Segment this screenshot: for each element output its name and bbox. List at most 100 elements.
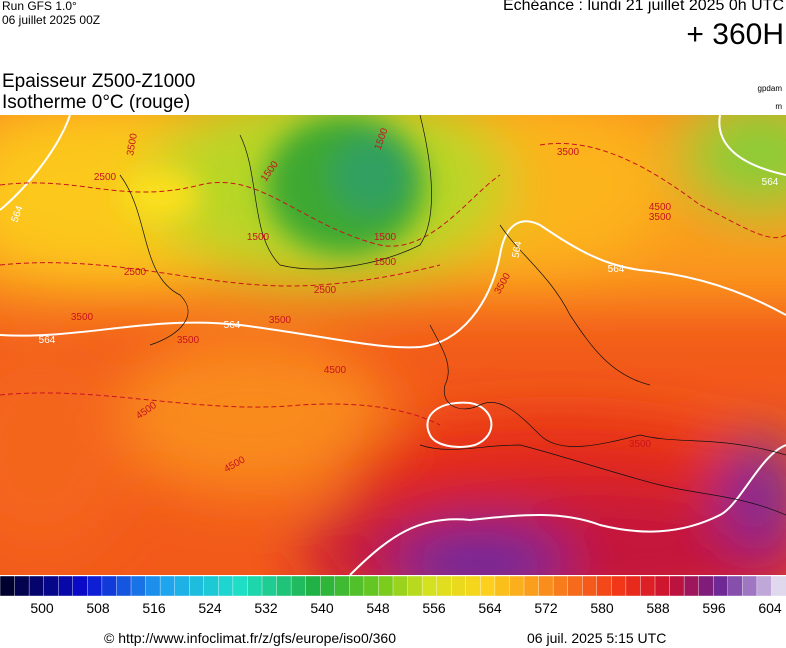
colorbar-swatch (116, 576, 132, 597)
colorbar-swatch (87, 576, 103, 597)
colorbar-swatch (276, 576, 292, 597)
colorbar-swatch (203, 576, 220, 597)
colorbar-swatch (14, 576, 30, 597)
colorbar-swatch (174, 576, 190, 597)
colorbar-label: 508 (86, 600, 110, 616)
colorbar-swatch (523, 576, 540, 597)
coastlines (119, 115, 786, 516)
colorbar-swatch (611, 576, 627, 597)
isopleth-564 (0, 115, 786, 575)
colorbar-swatch (596, 576, 613, 597)
colorbar-label: 604 (758, 600, 782, 616)
colorbar-label: 524 (198, 600, 222, 616)
run-date: 06 juillet 2025 00Z (2, 13, 101, 27)
colorbar-swatch (0, 576, 16, 597)
colorbar-swatch (421, 576, 438, 597)
colorbar-label: 516 (142, 600, 166, 616)
colorbar-swatch (552, 576, 569, 597)
colorbar-swatch (407, 576, 423, 597)
echeance: Echéance : lundi 21 juillet 2025 0h UTC (502, 0, 784, 14)
lead-time: + 360H (686, 18, 784, 51)
colorbar-label: 556 (422, 600, 446, 616)
colorbar-swatch (363, 576, 380, 597)
colorbar-label: 580 (590, 600, 614, 616)
colorbar: 500 508 516 524 532 540 548 556 564 572 580 588 596 6… (0, 576, 786, 616)
colorbar-swatch (290, 576, 307, 597)
colorbar-swatch (261, 576, 278, 597)
footer-url: © http://www.infoclimat.fr/z/gfs/europe/… (104, 630, 397, 646)
colorbar-label: 540 (310, 600, 334, 616)
colorbar-label: 596 (702, 600, 726, 616)
colorbar-swatch (640, 576, 656, 597)
colorbar-swatch (625, 576, 642, 597)
colorbar-swatch (43, 576, 59, 597)
unit-label: gpdam (757, 84, 782, 93)
colorbar-label: 548 (366, 600, 390, 616)
colorbar-swatch (509, 576, 525, 597)
colorbar-swatch (698, 576, 714, 597)
contour-label: 1500 (247, 232, 270, 243)
colorbar-swatch (218, 576, 234, 597)
colorbar-swatch (582, 576, 598, 597)
contour-label: 564 (511, 240, 525, 259)
colorbar-swatch (451, 576, 467, 597)
contour-label: 3500 (629, 439, 652, 450)
colorbar-label: 572 (534, 600, 558, 616)
colorbar-swatch (130, 576, 147, 597)
colorbar-swatch (654, 576, 671, 597)
colorbar-swatch (28, 576, 45, 597)
contour-label: 564 (608, 264, 625, 275)
colorbar-swatch (538, 576, 554, 597)
colorbar-swatch (567, 576, 583, 597)
colorbar-swatch (101, 576, 118, 597)
colorbar-swatch (436, 576, 452, 597)
colorbar-label: 588 (646, 600, 670, 616)
colorbar-label: 564 (478, 600, 502, 616)
colorbar-swatch (334, 576, 351, 597)
contour-label: 2500 (314, 285, 337, 296)
colorbar-swatch (349, 576, 365, 597)
colorbar-swatch (305, 576, 321, 597)
contour-label: 3500 (71, 312, 94, 323)
map-subtitle: Isotherme 0°C (rouge) (2, 92, 191, 113)
contour-label: 1500 (374, 257, 397, 268)
contour-label: 564 (39, 335, 56, 346)
colorbar-swatch (683, 576, 700, 597)
colorbar-swatch (669, 576, 685, 597)
colorbar-swatch (756, 576, 773, 597)
unit-label: m (775, 102, 782, 111)
contour-label: 1500 (374, 232, 397, 243)
colorbar-swatch (742, 576, 758, 597)
contour-label: 3500 (269, 315, 292, 326)
colorbar-swatch (145, 576, 161, 597)
colorbar-swatch (480, 576, 496, 597)
run-label: Run GFS 1.0° (2, 0, 77, 13)
colorbar-swatch (320, 576, 336, 597)
colorbar-swatch (378, 576, 394, 597)
thickness-field (0, 115, 786, 575)
isotherm-0c (0, 143, 786, 426)
contour-label: 3500 (649, 212, 672, 223)
contour-label: 564 (762, 177, 779, 188)
contour-label: 564 (224, 320, 241, 331)
colorbar-swatch (247, 576, 263, 597)
colorbar-label: 532 (254, 600, 278, 616)
colorbar-swatch (159, 576, 176, 597)
contour-label: 4500 (324, 365, 347, 376)
map-title: Epaisseur Z500-Z1000 (2, 71, 196, 92)
contour-label: 4500 (649, 202, 672, 213)
contour-label: 3500 (125, 132, 140, 156)
colorbar-swatch (72, 576, 89, 597)
contour-label: 2500 (124, 267, 147, 278)
colorbar-swatch (392, 576, 409, 597)
colorbar-swatch (189, 576, 205, 597)
contour-label: 2500 (94, 172, 117, 183)
colorbar-swatch (465, 576, 482, 597)
colorbar-swatch (494, 576, 511, 597)
colorbar-swatch (58, 576, 74, 597)
contour-label: 3500 (177, 335, 200, 346)
contour-label: 3500 (557, 147, 580, 158)
colorbar-swatch (713, 576, 729, 597)
